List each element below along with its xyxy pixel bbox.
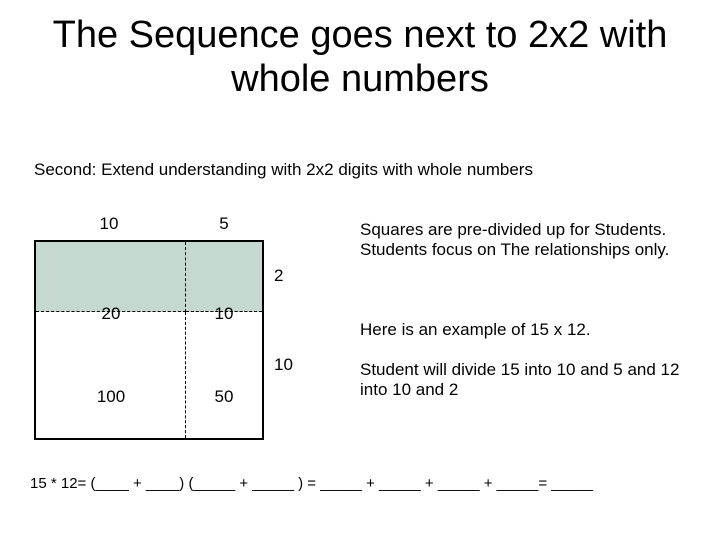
- right-label-2: 2: [274, 266, 304, 286]
- cell-bottom-right: [186, 312, 262, 438]
- top-label-10: 10: [34, 214, 184, 234]
- subheading: Second: Extend understanding with 2x2 di…: [34, 160, 533, 180]
- right-label-10: 10: [274, 355, 304, 375]
- value-10: 10: [186, 304, 262, 324]
- top-label-5: 5: [184, 214, 264, 234]
- paragraph-pre-divided: Squares are pre-divided up for Students.…: [360, 220, 700, 261]
- value-20: 20: [36, 304, 186, 324]
- value-50: 50: [186, 387, 262, 407]
- paragraph-student-divide: Student will divide 15 into 10 and 5 and…: [360, 360, 700, 401]
- cell-top-right: [186, 242, 262, 312]
- cell-bottom-left: [36, 312, 186, 438]
- area-rect: 20 10 100 50: [34, 240, 264, 440]
- cell-top-left: [36, 242, 186, 312]
- page-title: The Sequence goes next to 2x2 with whole…: [0, 14, 720, 101]
- value-100: 100: [36, 387, 186, 407]
- area-model-diagram: 10 5 20 10 100 50 2 10: [34, 200, 294, 460]
- equation-line: 15 * 12= (____ + ____) (_____ + _____ ) …: [30, 475, 710, 492]
- paragraph-example: Here is an example of 15 x 12.: [360, 320, 700, 340]
